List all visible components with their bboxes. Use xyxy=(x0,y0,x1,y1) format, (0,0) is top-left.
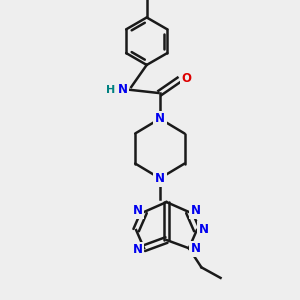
Text: O: O xyxy=(181,72,191,85)
Text: N: N xyxy=(133,243,142,256)
Text: N: N xyxy=(118,83,128,96)
Text: N: N xyxy=(190,205,200,218)
Text: N: N xyxy=(155,172,165,185)
Text: N: N xyxy=(133,205,142,218)
Text: H: H xyxy=(106,85,116,95)
Text: N: N xyxy=(155,112,165,125)
Text: N: N xyxy=(190,242,200,255)
Text: N: N xyxy=(199,223,209,236)
